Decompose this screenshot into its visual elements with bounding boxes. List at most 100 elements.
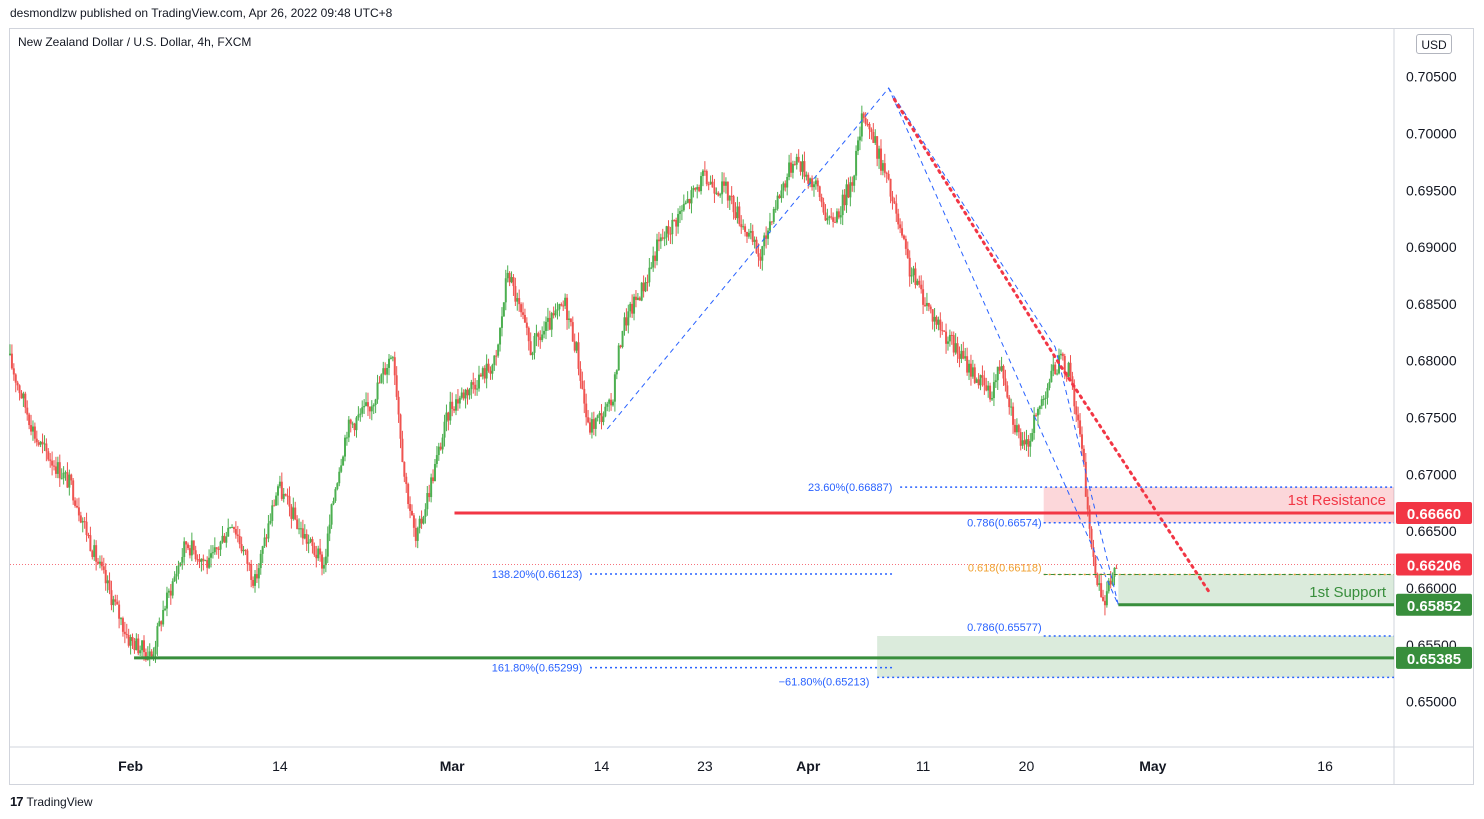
candle-body (964, 356, 967, 359)
candle-body (343, 437, 346, 457)
candle-body (818, 186, 821, 198)
candle-body (428, 493, 431, 498)
candle-body (397, 396, 400, 415)
candle-body (531, 352, 534, 356)
candle-body (340, 465, 343, 472)
candle-body (407, 484, 410, 505)
candle-body (803, 161, 806, 177)
x-tick-label: May (1139, 758, 1166, 774)
candle-body (567, 318, 570, 320)
candle-body (680, 210, 683, 212)
candle-body (418, 518, 421, 529)
candle-body (83, 521, 86, 523)
candle-body (395, 375, 398, 397)
candle-body (755, 239, 758, 254)
candle-body (992, 382, 995, 399)
tradingview-logo[interactable]: 17 TradingView (10, 794, 93, 809)
candle-body (864, 118, 867, 124)
candle-body (512, 277, 515, 287)
y-tick-label: 0.68500 (1406, 296, 1457, 312)
candle-body (849, 182, 852, 198)
candle-body (985, 385, 988, 391)
candle-body (30, 425, 33, 432)
candle-body (403, 462, 406, 477)
candle-body (171, 581, 174, 596)
candle-body (654, 255, 657, 261)
candle-body (72, 480, 75, 501)
candle-body (816, 180, 819, 187)
candle-body (797, 156, 800, 162)
candle-body (705, 171, 708, 185)
candle-body (749, 231, 752, 233)
candle-body (1052, 364, 1055, 371)
candle-body (652, 255, 655, 268)
candle-body (677, 214, 680, 227)
candle-body (1113, 567, 1116, 577)
candle-body (342, 456, 345, 466)
candle-body (562, 305, 565, 307)
candle-body (33, 426, 36, 439)
candle-body (592, 419, 595, 429)
candle-body (1042, 398, 1045, 400)
candle-body (870, 129, 873, 133)
candle-body (359, 413, 362, 415)
candle-body (611, 401, 614, 406)
candle-body (703, 170, 706, 172)
candle-body (977, 379, 980, 386)
candle-body (776, 195, 779, 209)
candle-body (319, 548, 322, 555)
candle-body (188, 548, 191, 556)
candle-body (696, 187, 699, 190)
candle-body (556, 309, 559, 311)
price-axis: 0.70500 0.70000 0.69500 0.69000 0.68500 0.680… (1396, 69, 1472, 710)
candle-body (958, 353, 961, 359)
candle-body (1077, 414, 1080, 421)
candle-body (60, 478, 63, 480)
candle-body (541, 334, 544, 341)
price-tag-box (1396, 646, 1472, 669)
candle-body (215, 547, 218, 549)
candle-body (116, 601, 119, 605)
candle-body (998, 366, 1001, 371)
candle-body (1027, 439, 1030, 447)
candle-body (347, 419, 350, 438)
candle-body (51, 460, 54, 466)
candle-body (315, 554, 318, 559)
candle-body (809, 178, 812, 184)
candle-body (372, 404, 375, 407)
candle-body (564, 297, 567, 306)
candle-body (165, 592, 168, 609)
candle-body (707, 184, 710, 186)
candle-body (740, 224, 743, 228)
candle-body (112, 599, 115, 606)
candle-body (1017, 425, 1020, 433)
candle-body (234, 529, 237, 535)
candle-body (631, 303, 634, 314)
candle-body (267, 523, 270, 539)
support-zone (1118, 574, 1394, 605)
currency-button[interactable]: USD (1416, 34, 1452, 54)
candle-body (1008, 397, 1011, 408)
candle-body (435, 455, 438, 464)
candle-body (24, 393, 27, 408)
candle-body (263, 537, 266, 547)
candle-body (989, 385, 992, 400)
candle-body (365, 402, 368, 406)
candle-body (198, 559, 201, 562)
candle-body (455, 399, 458, 411)
fib-level-label: −61.80%(0.65213) (779, 676, 870, 688)
candle-body (684, 202, 687, 204)
candle-body (575, 342, 578, 351)
candle-body (571, 322, 574, 342)
candle-body (286, 495, 289, 497)
candle-body (971, 367, 974, 377)
candle-body (160, 621, 163, 625)
abcd-pattern-line (606, 87, 1119, 606)
x-tick-label: Feb (118, 758, 143, 774)
candle-body (522, 312, 525, 315)
candle-body (634, 296, 637, 300)
candle-body (211, 552, 214, 554)
candle-body (462, 392, 465, 399)
candle-body (437, 446, 440, 456)
